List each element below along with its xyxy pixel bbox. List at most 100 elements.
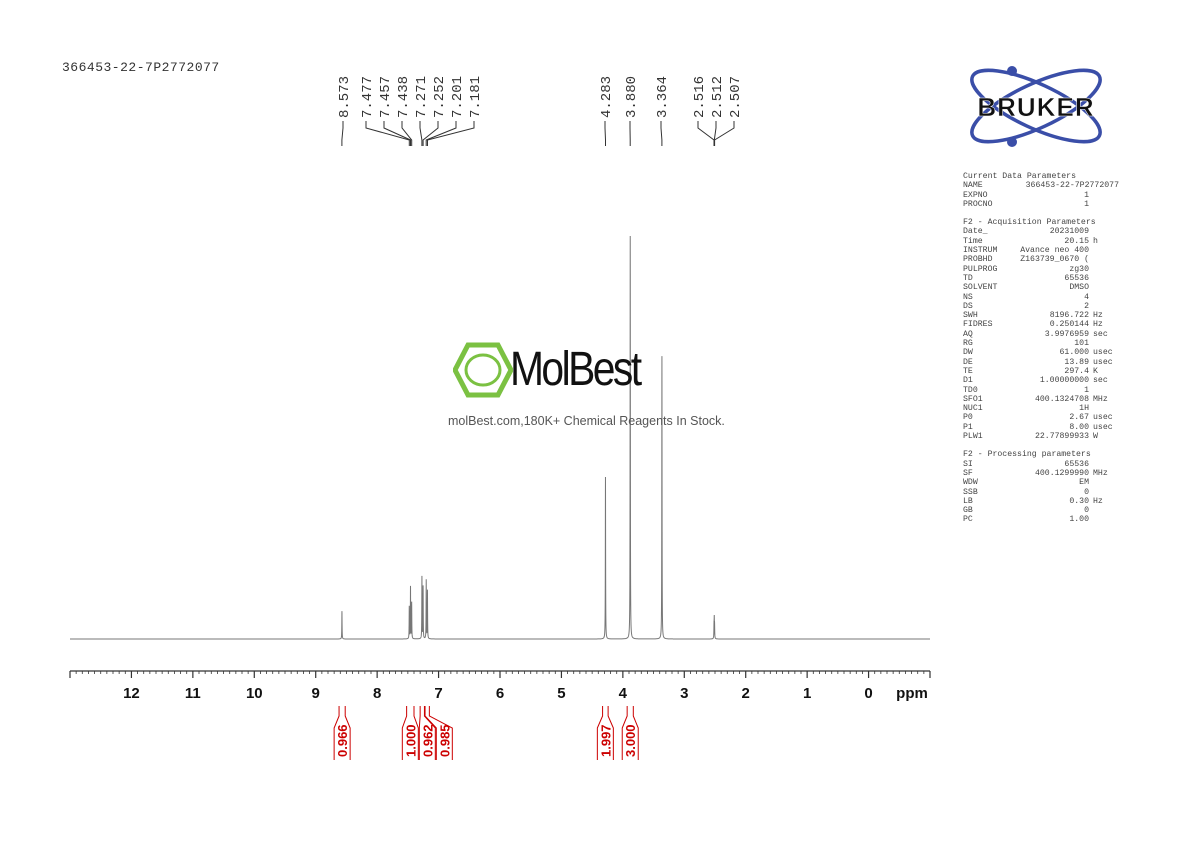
parameter-key: SWH <box>963 311 978 321</box>
parameter-section-title: F2 - Processing parameters <box>963 450 1091 460</box>
parameter-unit: usec <box>1093 348 1113 358</box>
x-tick-label: 0 <box>864 685 872 702</box>
parameter-key: NUC1 <box>963 404 983 414</box>
parameters-panel: Current Data Parameters NAME 366453-22-7P2… <box>963 172 1123 525</box>
parameter-row: DE 13.89 usec <box>963 358 1123 367</box>
integral-value: 1.997 <box>598 724 613 757</box>
peak-label-connector <box>714 121 735 146</box>
integral-bracket <box>424 706 437 760</box>
parameter-section-title: Current Data Parameters <box>963 172 1077 181</box>
parameter-unit: Hz <box>1093 320 1103 330</box>
parameter-row: LB 0.30 Hz <box>963 497 1123 506</box>
parameter-key: Time <box>963 236 983 246</box>
parameter-value: 400.1299990 <box>1034 468 1089 478</box>
parameter-row: FIDRES 0.250144 Hz <box>963 320 1123 329</box>
parameter-value: EM <box>1079 478 1089 488</box>
parameter-row: D1 1.00000000 sec <box>963 376 1123 385</box>
parameter-row: DW 61.000 usec <box>963 348 1123 357</box>
parameter-row: Date_ 20231009 <box>963 227 1123 236</box>
peak-label: 7.438 <box>396 76 412 118</box>
parameter-value: 1 <box>1084 199 1089 209</box>
parameter-key: SF <box>963 468 973 478</box>
parameter-key: DW <box>963 348 973 358</box>
parameter-value: 1.00 <box>1069 515 1089 525</box>
parameter-value: zg30 <box>1069 264 1089 274</box>
parameter-key: PULPROG <box>963 264 998 274</box>
parameter-row: TE 297.4 K <box>963 367 1123 376</box>
molbest-subtitle: molBest.com,180K+ Chemical Reagents In S… <box>448 414 725 428</box>
parameter-key: D1 <box>963 376 973 386</box>
parameter-value: 0 <box>1084 487 1089 497</box>
peak-label: 7.271 <box>414 76 430 118</box>
integral-bracket <box>621 706 628 760</box>
parameter-key: Date_ <box>963 227 988 237</box>
parameter-value: 366453-22-7P2772077 <box>1025 181 1119 191</box>
parameter-value: 297.4 <box>1064 366 1089 376</box>
parameter-key: EXPNO <box>963 190 988 200</box>
parameter-key: P0 <box>963 413 973 423</box>
parameter-row: DS 2 <box>963 302 1123 311</box>
parameter-key: GB <box>963 506 973 516</box>
parameter-value: 0.250144 <box>1049 320 1089 330</box>
parameter-key: SSB <box>963 487 978 497</box>
parameter-value: 1 <box>1084 385 1089 395</box>
x-tick-label: 6 <box>496 685 504 702</box>
peak-label: 8.573 <box>337 76 353 118</box>
parameter-value: 8.00 <box>1069 422 1089 432</box>
peak-label: 2.516 <box>692 76 708 118</box>
x-tick-label: 7 <box>434 685 442 702</box>
parameter-row: P0 2.67 usec <box>963 413 1123 422</box>
parameter-unit: sec <box>1093 329 1108 339</box>
parameter-key: DE <box>963 357 973 367</box>
integral-value: 0.966 <box>335 724 350 757</box>
parameter-key: PLW1 <box>963 432 983 442</box>
parameter-row: SF 400.1299990 MHz <box>963 469 1123 478</box>
parameter-unit: usec <box>1093 413 1113 423</box>
parameter-row: NAME 366453-22-7P2772077 <box>963 181 1123 190</box>
parameter-row: TD0 1 <box>963 386 1123 395</box>
parameter-unit: h <box>1093 236 1098 246</box>
x-axis-label: ppm <box>896 685 928 702</box>
x-tick-label: 10 <box>246 685 263 702</box>
parameter-row: PC 1.00 <box>963 515 1123 524</box>
peak-label: 2.507 <box>728 76 744 118</box>
peak-label-connector <box>419 121 423 146</box>
parameter-row: TD 65536 <box>963 274 1123 283</box>
integral-bracket <box>401 706 408 760</box>
parameter-key: PROBHD <box>963 255 993 265</box>
molbest-hexagon-icon <box>453 342 513 398</box>
parameter-row: SOLVENT DMSO <box>963 283 1123 292</box>
peak-label-connector <box>660 121 663 146</box>
bruker-atom-icon <box>970 68 1102 144</box>
parameter-value: 1H <box>1079 404 1089 414</box>
parameter-value: 61.000 <box>1059 348 1089 358</box>
parameter-row: PULPROG zg30 <box>963 265 1123 274</box>
peak-label: 7.477 <box>360 76 376 118</box>
parameter-row: EXPNO 1 <box>963 191 1123 200</box>
parameter-row: PROCNO 1 <box>963 200 1123 209</box>
parameter-row: INSTRUM Avance neo 400 <box>963 246 1123 255</box>
peak-label-connector <box>401 121 413 146</box>
integral-value: 3.000 <box>623 724 638 757</box>
x-tick-label: 4 <box>619 685 628 702</box>
parameter-value: 8196.722 <box>1049 311 1089 321</box>
parameter-row: SSB 0 <box>963 488 1123 497</box>
parameter-row: AQ 3.9976959 sec <box>963 330 1123 339</box>
integral-value: 0.962 <box>420 724 435 757</box>
x-tick-label: 2 <box>742 685 750 702</box>
parameter-unit: sec <box>1093 376 1108 386</box>
integral-bracket <box>632 706 639 760</box>
parameter-value: 20231009 <box>1049 227 1089 237</box>
parameter-value: 0.30 <box>1069 496 1089 506</box>
parameter-key: WDW <box>963 478 978 488</box>
peak-label-connector <box>697 121 715 146</box>
peak-label: 4.283 <box>599 76 615 118</box>
parameter-value: Avance neo 400 <box>1020 246 1089 256</box>
integral-bracket <box>418 706 421 760</box>
parameter-value: 65536 <box>1064 273 1089 283</box>
parameter-unit: MHz <box>1093 394 1108 404</box>
integral-bracket <box>607 706 614 760</box>
peak-label-connector <box>422 121 439 146</box>
parameter-value: 101 <box>1074 339 1089 349</box>
